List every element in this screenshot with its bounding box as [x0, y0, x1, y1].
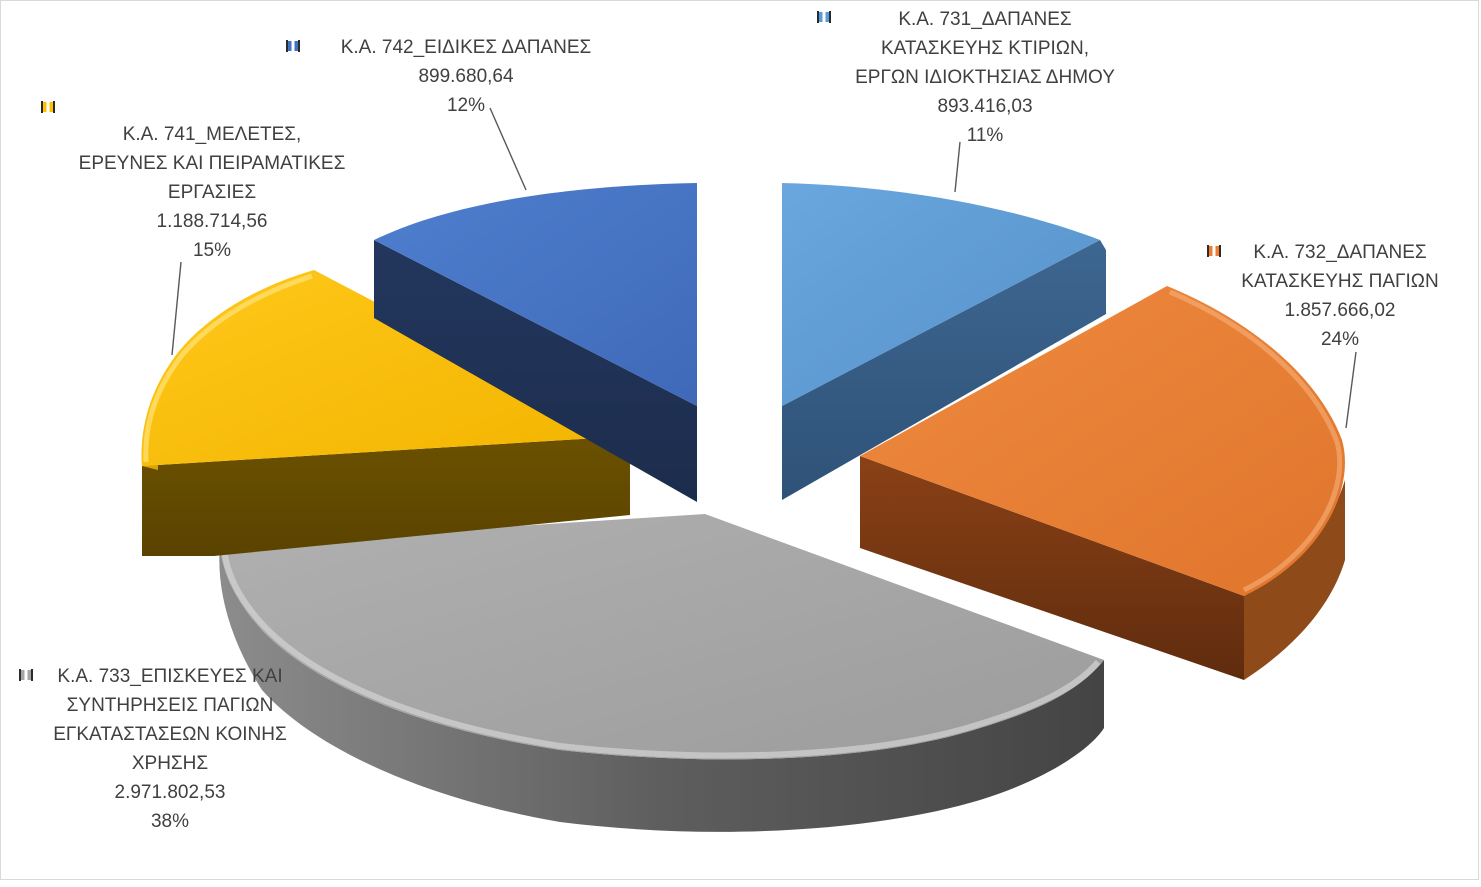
- legend-key-icon-742: [286, 40, 300, 52]
- pie-slice-731[interactable]: [782, 183, 1106, 500]
- slice-731-label-line-2: ΕΡΓΩΝ ΙΔΙΟΚΤΗΣΙΑΣ ΔΗΜΟΥ: [855, 67, 1115, 88]
- leader-line-742: [489, 107, 527, 191]
- pie-slice-742-top: [374, 183, 697, 406]
- data-label-732: Κ.Α. 732_ΔΑΠΑΝΕΣ ΚΑΤΑΣΚΕΥΗΣ ΠΑΓΙΩΝ 1.857.6…: [1207, 242, 1439, 350]
- legend-key-icon-741: [41, 101, 55, 113]
- slice-741-label-line-2: ΕΡΓΑΣΙΕΣ: [168, 182, 256, 203]
- slice-741-label-line-1: ΕΡΕΥΝΕΣ ΚΑΙ ΠΕΙΡΑΜΑΤΙΚΕΣ: [79, 153, 346, 174]
- slice-732-label-line-1: ΚΑΤΑΣΚΕΥΗΣ ΠΑΓΙΩΝ: [1241, 271, 1438, 292]
- pie-slice-741-top: [141, 270, 630, 466]
- slice-741-value-label: 1.188.714,56: [157, 211, 268, 232]
- slice-732-percent-label: 24%: [1321, 329, 1359, 350]
- slice-732-label-line-0: Κ.Α. 732_ΔΑΠΑΝΕΣ: [1253, 242, 1426, 263]
- pie-slice-741-rim: [143, 273, 313, 463]
- data-labels: Κ.Α. 731_ΔΑΠΑΝΕΣ ΚΑΤΑΣΚΕΥΗΣ ΚΤΙΡΙΩΝ, ΕΡΓΩΝ…: [19, 9, 1439, 832]
- slice-733-label-line-3: ΧΡΗΣΗΣ: [132, 753, 208, 774]
- pie-slice-731-wall: [782, 240, 1106, 500]
- slice-731-label-line-1: ΚΑΤΑΣΚΕΥΗΣ ΚΤΙΡΙΩΝ,: [881, 38, 1089, 59]
- pie-slice-731-top: [782, 183, 1100, 406]
- leader-line-732: [1345, 351, 1357, 429]
- slice-733-label-line-0: Κ.Α. 733_ΕΠΙΣΚΕΥΕΣ ΚΑΙ: [57, 666, 282, 687]
- slice-733-percent-label: 38%: [151, 811, 189, 832]
- pie-slice-732-side: [1244, 480, 1345, 680]
- pie-slice-741[interactable]: [141, 270, 630, 556]
- slice-741-percent-label: 15%: [193, 240, 231, 261]
- pie-slice-733-rim: [221, 547, 1101, 759]
- pie-slice-733[interactable]: [219, 514, 1105, 832]
- slice-742-label-line-0: Κ.Α. 742_ΕΙΔΙΚΕΣ ΔΑΠΑΝΕΣ: [341, 37, 592, 58]
- pie-slice-733-side: [219, 545, 1105, 832]
- slice-742-percent-label: 12%: [447, 95, 485, 116]
- pie-slice-732[interactable]: [860, 286, 1345, 680]
- leader-lines: [171, 107, 1357, 429]
- pie-slice-742-wall: [374, 240, 697, 502]
- slice-731-value-label: 893.416,03: [937, 96, 1032, 117]
- slice-733-label-line-1: ΣΥΝΤΗΡΗΣΕΙΣ ΠΑΓΙΩΝ: [67, 695, 274, 716]
- legend-key-icon-732: [1207, 245, 1221, 257]
- slice-742-value-label: 899.680,64: [418, 66, 514, 87]
- slice-741-label-line-0: Κ.Α. 741_ΜΕΛΕΤΕΣ,: [123, 124, 302, 145]
- pie-slice-732-wall: [860, 456, 1244, 680]
- slice-731-percent-label: 11%: [967, 125, 1004, 146]
- pie-slice-732-top: [860, 286, 1345, 596]
- slice-731-label-line-0: Κ.Α. 731_ΔΑΠΑΝΕΣ: [898, 9, 1071, 30]
- slice-733-value-label: 2.971.802,53: [115, 782, 226, 803]
- slice-732-value-label: 1.857.666,02: [1285, 300, 1396, 321]
- pie-slice-732-rim: [1169, 289, 1343, 593]
- slice-733-label-line-2: ΕΓΚΑΤΑΣΤΑΣΕΩΝ ΚΟΙΝΗΣ: [53, 724, 287, 745]
- legend-key-icon-731: [817, 11, 831, 23]
- pie-slice-733-top: [220, 514, 1104, 760]
- leader-line-741: [171, 261, 182, 356]
- pie-slice-742[interactable]: [374, 183, 697, 502]
- data-label-741: Κ.Α. 741_ΜΕΛΕΤΕΣ, ΕΡΕΥΝΕΣ ΚΑΙ ΠΕΙΡΑΜΑΤΙΚΕ…: [41, 101, 345, 261]
- leader-line-731: [954, 141, 961, 193]
- data-label-742: Κ.Α. 742_ΕΙΔΙΚΕΣ ΔΑΠΑΝΕΣ 899.680,64 12%: [286, 37, 591, 116]
- legend-key-icon-733: [19, 669, 33, 681]
- data-label-733: Κ.Α. 733_ΕΠΙΣΚΕΥΕΣ ΚΑΙ ΣΥΝΤΗΡΗΣΕΙΣ ΠΑΓΙΩΝ…: [19, 666, 287, 832]
- data-label-731: Κ.Α. 731_ΔΑΠΑΝΕΣ ΚΑΤΑΣΚΕΥΗΣ ΚΤΙΡΙΩΝ, ΕΡΓΩΝ…: [817, 9, 1115, 146]
- pie-slice-741-wall: [142, 436, 630, 556]
